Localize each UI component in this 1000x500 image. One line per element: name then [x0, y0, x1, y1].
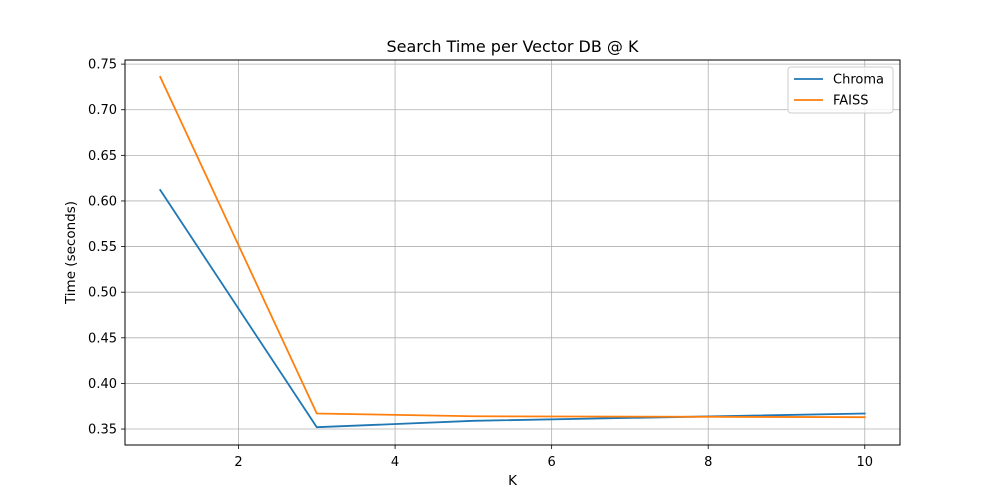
legend: Chroma FAISS — [787, 66, 894, 114]
x-tick-label: 4 — [391, 455, 399, 470]
legend-label-chroma: Chroma — [833, 73, 884, 88]
series-line-faiss — [159, 75, 866, 419]
x-axis-title: K — [508, 473, 518, 489]
y-tick-label: 0.35 — [88, 423, 117, 438]
y-tick-label: 0.75 — [88, 58, 117, 73]
y-tick-label: 0.70 — [88, 103, 117, 118]
legend-label-faiss: FAISS — [833, 94, 869, 109]
chart-title: Search Time per Vector DB @ K — [387, 37, 640, 56]
y-tick-label: 0.65 — [88, 149, 117, 164]
x-tick-label: 10 — [856, 455, 873, 470]
y-tick-label: 0.50 — [88, 286, 117, 301]
x-tick-label: 6 — [548, 455, 556, 470]
series-lines — [158, 75, 866, 429]
y-axis-ticks: 0.35 0.40 0.45 0.50 0.55 0.60 0.65 0.70 0.75 — [88, 58, 125, 438]
x-axis-ticks: 2 4 6 8 10 — [234, 445, 873, 470]
y-tick-label: 0.55 — [88, 240, 117, 255]
x-tick-label: 8 — [704, 455, 712, 470]
series-line-chroma — [158, 188, 866, 429]
plot-frame — [124, 59, 901, 446]
y-axis-title: Time (seconds) — [63, 201, 79, 305]
x-tick-label: 2 — [234, 455, 242, 470]
grid-lines — [125, 60, 900, 445]
y-tick-label: 0.60 — [88, 194, 117, 209]
y-tick-label: 0.40 — [88, 377, 117, 392]
legend-items: Chroma FAISS — [794, 73, 884, 109]
y-tick-label: 0.45 — [88, 331, 117, 346]
